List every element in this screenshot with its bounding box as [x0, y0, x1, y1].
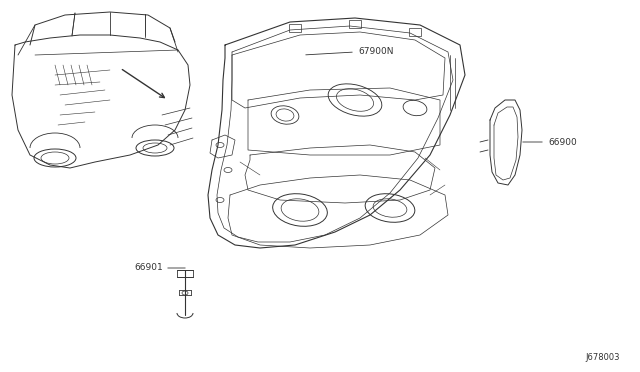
Bar: [409, 28, 421, 36]
Text: 66901: 66901: [134, 263, 163, 273]
Text: 67900N: 67900N: [358, 46, 394, 55]
Bar: [289, 24, 301, 32]
Bar: [349, 20, 361, 28]
Text: J678003: J678003: [586, 353, 620, 362]
Text: 66900: 66900: [548, 138, 577, 147]
